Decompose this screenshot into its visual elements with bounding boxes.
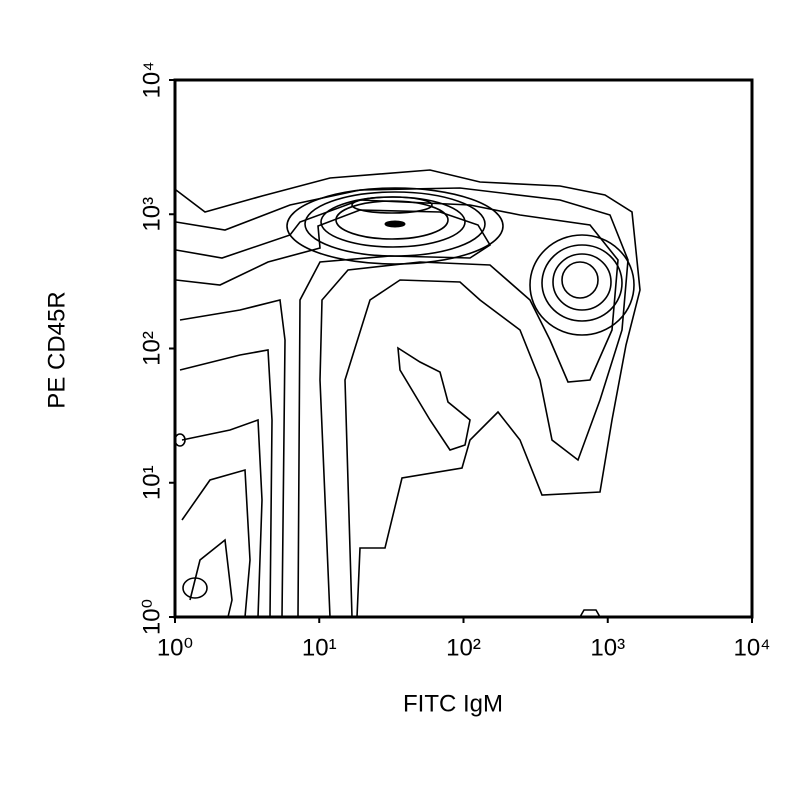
contour: [579, 609, 601, 618]
y-tick-label: 10⁴: [138, 61, 165, 98]
contour: [175, 187, 629, 618]
x-tick-label: 10²: [446, 634, 481, 661]
y-tick-label: 10¹: [138, 465, 165, 500]
contour: [175, 199, 619, 618]
y-tick-label: 10⁰: [138, 599, 165, 635]
contours: [174, 169, 641, 618]
y-axis-label: PE CD45R: [43, 291, 70, 408]
x-tick-label: 10⁰: [157, 634, 193, 661]
x-tick-label: 10¹: [302, 634, 337, 661]
contour: [529, 234, 635, 336]
contour: [384, 220, 406, 228]
contour: [179, 349, 273, 618]
x-axis-label: FITC IgM: [403, 690, 503, 717]
contour: [189, 538, 233, 618]
contour: [181, 418, 263, 618]
contour: [335, 200, 449, 240]
contour: [561, 261, 599, 299]
x-tick-label: 10³: [590, 634, 625, 661]
contour: [541, 244, 623, 322]
contour: [181, 468, 251, 618]
y-tick-label: 10²: [138, 331, 165, 366]
contour: [304, 191, 486, 257]
contour: [552, 253, 612, 311]
contour: [179, 299, 286, 618]
contour: [175, 209, 492, 618]
contour: [182, 577, 208, 599]
x-tick-label: 10⁴: [733, 634, 770, 661]
y-tick-label: 10³: [138, 197, 165, 232]
contour: [286, 187, 504, 265]
contour: [351, 196, 433, 214]
contour: [175, 169, 641, 618]
contour: [397, 346, 471, 451]
